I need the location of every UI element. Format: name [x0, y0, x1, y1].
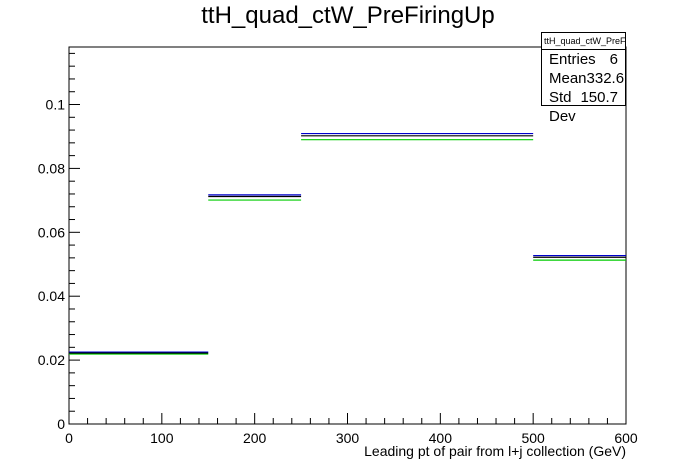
histogram-bars	[69, 132, 626, 355]
x-tick-label: 500	[521, 430, 545, 446]
stats-box-title: ttH_quad_ctW_PreFiringUp	[542, 33, 625, 50]
stats-row-mean: Mean 332.6	[542, 69, 625, 88]
x-tick-label: 300	[336, 430, 360, 446]
x-axis-label: Leading pt of pair from l+j collection (…	[364, 443, 626, 459]
x-tick-label: 100	[150, 430, 174, 446]
y-tick-label: 0	[57, 416, 65, 432]
stats-row-stddev: Std Dev 150.7	[542, 88, 625, 125]
stats-row-entries: Entries 6	[542, 50, 625, 69]
stats-box: ttH_quad_ctW_PreFiringUp Entries 6 Mean …	[541, 32, 626, 125]
x-tick-label: 400	[429, 430, 453, 446]
y-tick-label: 0.04	[38, 288, 65, 304]
y-tick-label: 0.02	[38, 352, 65, 368]
stats-value: 150.7	[580, 89, 618, 106]
axis-ticks	[68, 52, 627, 425]
stats-value: 6	[609, 51, 618, 68]
x-tick-label: 600	[614, 430, 638, 446]
x-tick-label: 0	[65, 430, 73, 446]
chart-title: ttH_quad_ctW_PreFiringUp	[201, 2, 495, 29]
stats-label: Std Dev	[549, 89, 576, 125]
x-tick-label: 200	[243, 430, 267, 446]
y-tick-label: 0.08	[38, 160, 65, 176]
y-tick-label: 0.06	[38, 224, 65, 240]
stats-label: Mean	[549, 70, 587, 87]
y-tick-label: 0.1	[46, 97, 66, 113]
stats-value: 332.6	[586, 70, 625, 87]
stats-label: Entries	[549, 51, 596, 68]
tick-labels: 0 100 200 300 400 500 600 0 0.02 0.04 0.06 0.08 0.1	[38, 97, 638, 446]
